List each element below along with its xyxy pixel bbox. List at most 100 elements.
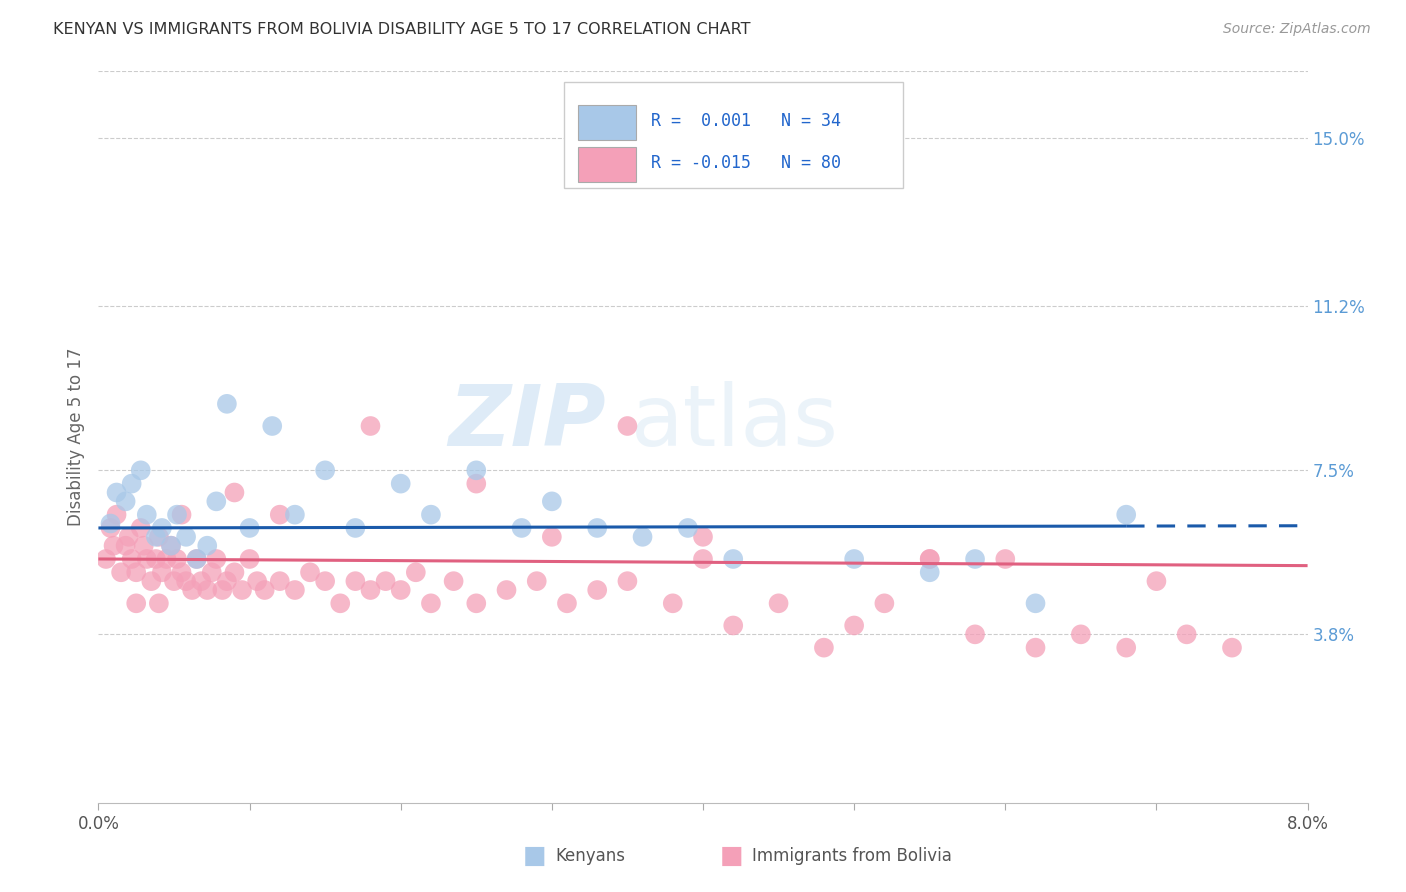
- Point: [526, 574, 548, 589]
- Point: [215, 397, 238, 411]
- Point: [994, 552, 1017, 566]
- Point: [443, 574, 465, 589]
- Point: [465, 596, 488, 610]
- Point: [253, 582, 276, 597]
- Point: [148, 596, 170, 610]
- Point: [918, 552, 941, 566]
- Point: [224, 485, 246, 500]
- Point: [1070, 627, 1092, 641]
- Y-axis label: Disability Age 5 to 17: Disability Age 5 to 17: [66, 348, 84, 526]
- Point: [129, 521, 152, 535]
- Point: [141, 574, 163, 589]
- Point: [676, 521, 699, 535]
- Point: [105, 508, 128, 522]
- Text: ■: ■: [523, 845, 546, 868]
- Point: [170, 566, 193, 580]
- Point: [374, 574, 396, 589]
- Point: [586, 582, 609, 597]
- Point: [344, 574, 367, 589]
- Point: [246, 574, 269, 589]
- Point: [389, 476, 412, 491]
- Point: [768, 596, 790, 610]
- Point: [1146, 574, 1168, 589]
- Point: [661, 596, 683, 610]
- FancyBboxPatch shape: [578, 105, 637, 140]
- Point: [186, 552, 208, 566]
- Point: [129, 463, 152, 477]
- Point: [118, 530, 141, 544]
- Point: [163, 574, 186, 589]
- Point: [195, 539, 218, 553]
- Point: [135, 508, 157, 522]
- Point: [195, 582, 218, 597]
- Point: [344, 521, 367, 535]
- Point: [114, 539, 136, 553]
- Point: [100, 521, 122, 535]
- Point: [360, 582, 382, 597]
- Point: [170, 508, 193, 522]
- Text: Source: ZipAtlas.com: Source: ZipAtlas.com: [1223, 22, 1371, 37]
- Point: [631, 530, 654, 544]
- Point: [145, 530, 167, 544]
- Point: [1175, 627, 1198, 641]
- Point: [150, 566, 173, 580]
- Point: [723, 552, 745, 566]
- Point: [918, 552, 941, 566]
- Point: [239, 521, 262, 535]
- Point: [329, 596, 352, 610]
- Point: [186, 552, 208, 566]
- Point: [190, 574, 212, 589]
- FancyBboxPatch shape: [564, 82, 903, 188]
- Point: [231, 582, 253, 597]
- Point: [174, 530, 197, 544]
- Point: [965, 627, 987, 641]
- Point: [420, 508, 443, 522]
- Text: atlas: atlas: [630, 381, 838, 464]
- Text: ■: ■: [720, 845, 742, 868]
- Text: Immigrants from Bolivia: Immigrants from Bolivia: [752, 847, 952, 865]
- Point: [1115, 640, 1137, 655]
- Point: [205, 494, 228, 508]
- Point: [269, 508, 291, 522]
- Point: [262, 419, 284, 434]
- Point: [135, 552, 157, 566]
- Point: [100, 516, 122, 531]
- Point: [94, 552, 117, 566]
- Text: KENYAN VS IMMIGRANTS FROM BOLIVIA DISABILITY AGE 5 TO 17 CORRELATION CHART: KENYAN VS IMMIGRANTS FROM BOLIVIA DISABI…: [53, 22, 751, 37]
- Point: [174, 574, 197, 589]
- Point: [965, 552, 987, 566]
- Point: [155, 552, 177, 566]
- Point: [121, 476, 143, 491]
- Point: [510, 521, 533, 535]
- Point: [299, 566, 322, 580]
- Point: [420, 596, 443, 610]
- Point: [616, 419, 638, 434]
- Point: [150, 521, 173, 535]
- Point: [181, 582, 204, 597]
- Point: [132, 539, 155, 553]
- FancyBboxPatch shape: [578, 147, 637, 182]
- Point: [284, 582, 307, 597]
- Point: [465, 463, 488, 477]
- Point: [148, 530, 170, 544]
- Point: [555, 596, 578, 610]
- Point: [1024, 640, 1046, 655]
- Point: [160, 539, 183, 553]
- Point: [125, 566, 148, 580]
- Point: [918, 566, 941, 580]
- Point: [495, 582, 517, 597]
- Point: [389, 582, 412, 597]
- Point: [405, 566, 427, 580]
- Point: [105, 485, 128, 500]
- Point: [360, 419, 382, 434]
- Text: R =  0.001   N = 34: R = 0.001 N = 34: [651, 112, 841, 130]
- Point: [125, 596, 148, 610]
- Point: [201, 566, 224, 580]
- Point: [166, 552, 188, 566]
- Point: [224, 566, 246, 580]
- Point: [284, 508, 307, 522]
- Point: [465, 476, 488, 491]
- Point: [103, 539, 125, 553]
- Point: [314, 463, 336, 477]
- Point: [160, 539, 183, 553]
